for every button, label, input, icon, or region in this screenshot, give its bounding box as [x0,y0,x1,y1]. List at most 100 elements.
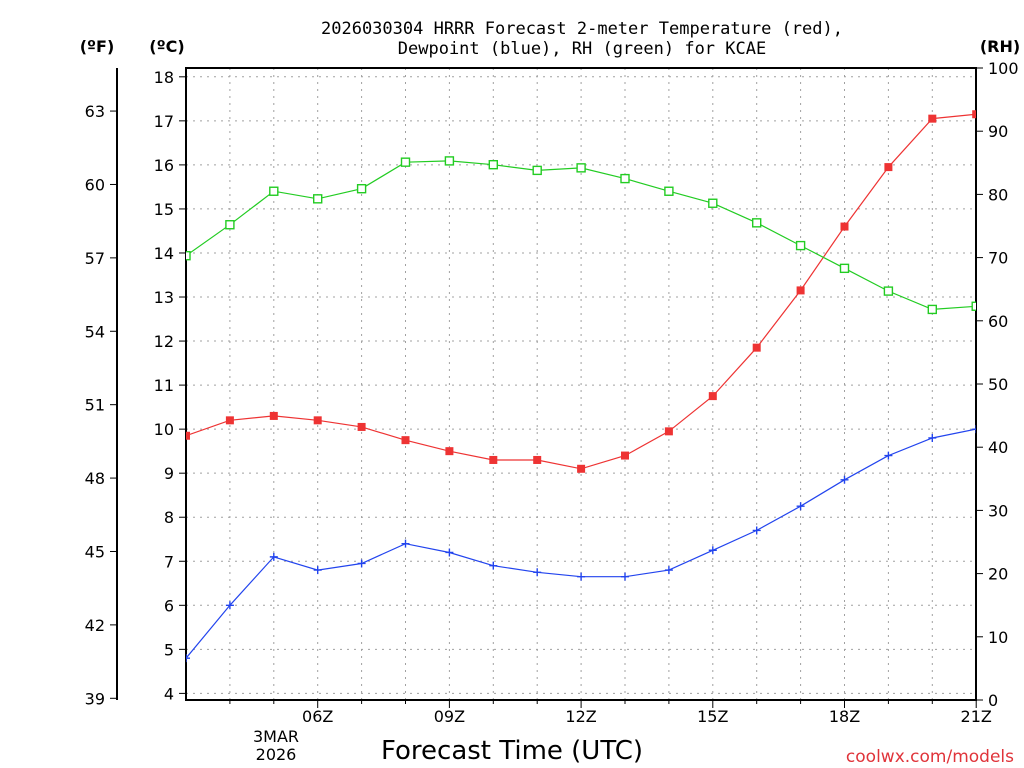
date-label-year: 2026 [256,745,297,764]
celsius-tick-label: 15 [154,200,174,219]
celsius-tick-label: 14 [154,244,174,263]
rh-point [488,159,498,170]
rh-tick-label: 70 [988,249,1008,268]
temperature-point [1016,101,1024,109]
fahrenheit-tick-label: 54 [85,322,105,341]
x-tick-label: 18Z [829,707,860,726]
x-tick-label: 06Z [302,707,333,726]
temperature-point [752,343,761,352]
celsius-tick-label: 7 [164,552,174,571]
rh-point [752,218,762,228]
dewpoint-point [401,539,410,548]
dewpoint-point [489,561,498,570]
temperature-point [928,114,937,123]
dewpoint-point [972,425,976,434]
dewpoint-point [313,566,322,575]
celsius-tick-label: 17 [154,112,174,131]
celsius-axis-unit: (ºC) [149,37,184,56]
celsius-tick-label: 4 [164,684,174,703]
fahrenheit-axis-unit: (ºF) [80,37,115,56]
rh-point [532,165,542,176]
temperature-point [269,411,278,420]
rh-tick-label: 30 [988,501,1008,520]
temperature-point [533,455,542,464]
temperature-point [972,110,976,119]
dewpoint-point [357,559,366,568]
celsius-tick-label: 9 [164,464,174,483]
data-series [186,101,1024,663]
temperature-point [708,392,717,401]
rh-point [444,156,455,166]
fahrenheit-tick-label: 60 [85,175,105,194]
rh-point [269,186,279,196]
celsius-tick-label: 11 [154,376,174,395]
dewpoint-point [708,546,717,555]
rh-point [620,173,630,184]
dewpoint-line [186,428,976,659]
gridlines [186,68,977,700]
dewpoint-point [621,572,629,581]
rh-tick-label: 50 [988,375,1008,394]
dewpoint-point [752,526,761,535]
dewpoint-point [269,552,278,561]
dewpoint-point [186,654,190,663]
rh-tick-label: 90 [988,122,1008,141]
fahrenheit-tick-label: 39 [85,689,105,708]
rh-tick-label: 40 [988,438,1008,457]
fahrenheit-tick-label: 63 [85,102,105,121]
temperature-point [186,431,190,440]
temperature-point [796,286,805,295]
rh-point [313,194,323,204]
x-tick-label: 15Z [697,707,728,726]
temperature-point [357,422,366,431]
rh-tick-label: 100 [988,59,1019,78]
rh-tick-label: 0 [988,691,998,710]
rh-point [356,184,367,194]
rh-point [1016,309,1024,317]
rh-point [186,251,191,261]
rh-point [225,220,235,230]
credit-label: coolwx.com/models [846,747,1014,767]
rh-point [883,286,894,296]
celsius-tick-label: 8 [164,508,174,527]
rh-point [708,198,718,208]
temperature-point [621,451,629,460]
fahrenheit-tick-label: 48 [85,469,105,488]
temperature-point [225,416,234,425]
x-tick-label: 21Z [961,707,992,726]
celsius-tick-label: 18 [154,68,174,87]
x-axis-label: Forecast Time (UTC) [381,736,643,766]
fahrenheit-tick-label: 42 [85,616,105,635]
dewpoint-point [796,502,805,511]
fahrenheit-tick-label: 45 [85,542,105,561]
rh-point [795,240,806,251]
rh-tick-label: 10 [988,628,1008,647]
rh-point [927,304,937,315]
date-label-month: 3MAR [253,727,299,746]
rh-tick-label: 20 [988,565,1008,584]
temperature-line [186,113,976,470]
chart-title-line-1: 2026030304 HRRR Forecast 2-meter Tempera… [321,19,843,39]
temperature-point [401,436,410,445]
dewpoint-point [445,548,454,557]
celsius-tick-label: 13 [154,288,174,307]
temperature-point [840,222,849,231]
rh-point [971,301,976,311]
fahrenheit-tick-label: 57 [85,249,105,268]
x-tick-label: 09Z [434,707,465,726]
dewpoint-point [664,566,673,575]
dewpoint-point [225,601,234,610]
rh-point [400,157,411,167]
temperature-point [664,427,673,436]
dewpoint-point [1016,419,1024,427]
rh-line [186,160,976,311]
dewpoint-point [577,572,586,581]
temperature-point [577,464,586,473]
rh-axis-unit: (RH) [980,37,1020,56]
axes: 4567891011121314151617183942454851545760… [85,59,1019,726]
chart-title-line-2: Dewpoint (blue), RH (green) for KCAE [398,39,766,59]
celsius-tick-label: 12 [154,332,174,351]
rh-point [576,163,586,173]
temperature-point [445,447,454,456]
